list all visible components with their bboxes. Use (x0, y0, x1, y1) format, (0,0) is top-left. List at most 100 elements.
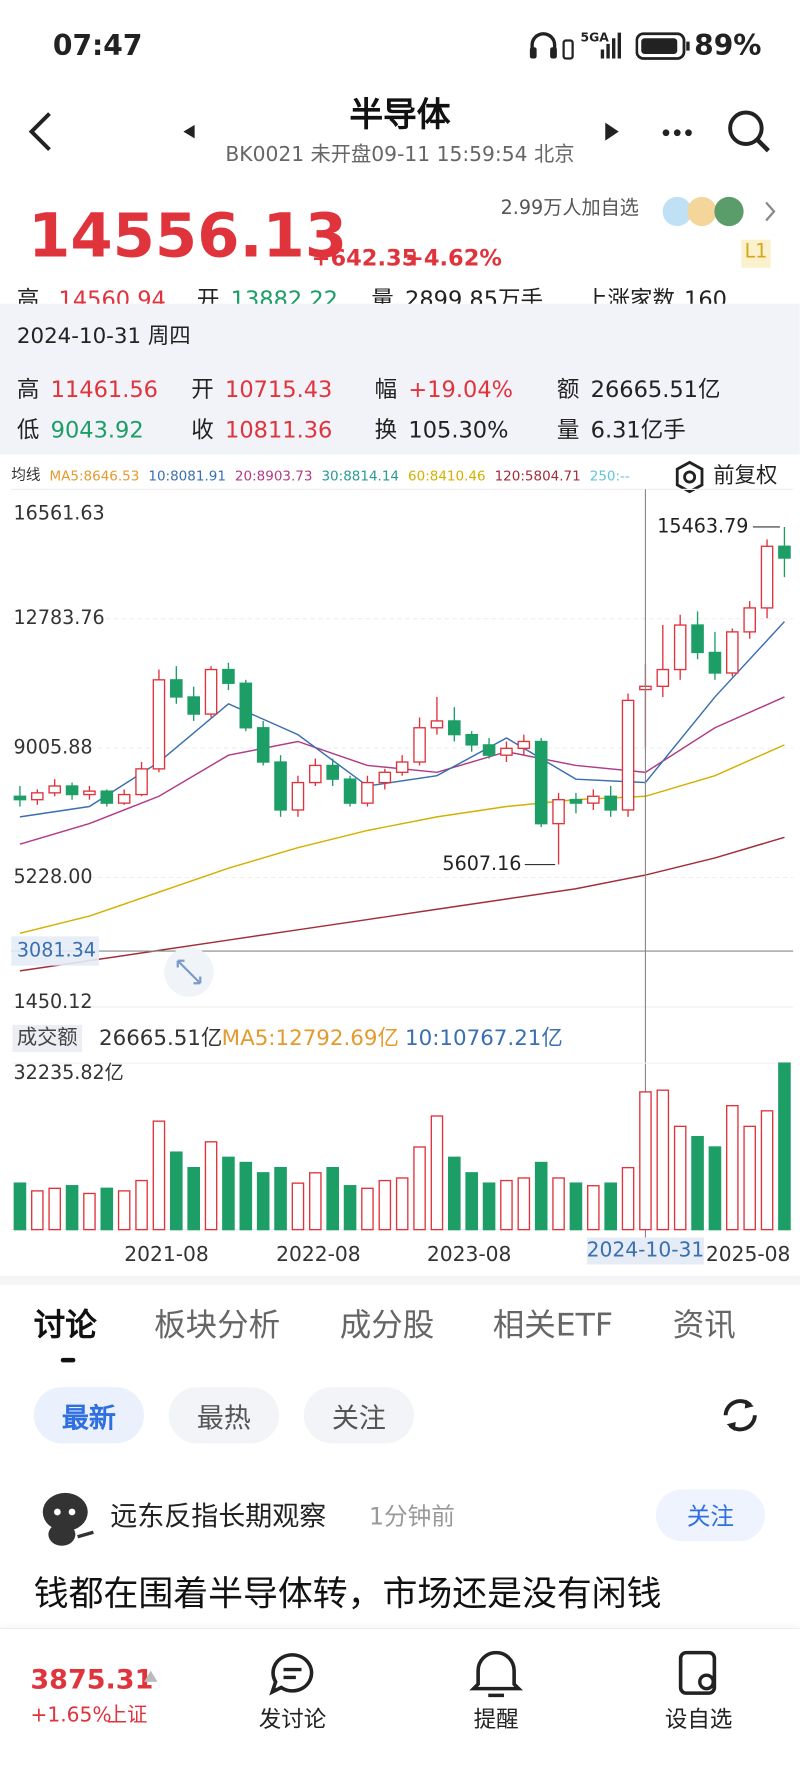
volume-bar (465, 1172, 478, 1231)
volume-bar (100, 1187, 114, 1231)
candle-body (13, 795, 27, 801)
candle-body (343, 778, 357, 804)
tooltip-label: 幅 (374, 375, 398, 403)
volume-bar (135, 1179, 148, 1231)
candle-body (100, 790, 114, 804)
volume-bar (656, 1089, 670, 1231)
tooltip-value: 10811.36 (225, 416, 333, 444)
candle-body (621, 699, 635, 811)
clock: 07:47 (52, 29, 143, 62)
post-text[interactable]: 钱都在围着半导体转，市场还是没有闲钱 (33, 1573, 662, 1615)
ma-line (19, 621, 786, 818)
volume-bar (395, 1177, 409, 1231)
y-tick-label: 5228.00 (14, 865, 93, 888)
volume-bar (708, 1146, 722, 1231)
volume-bar (517, 1177, 531, 1231)
volume-bar (587, 1185, 600, 1231)
tab[interactable]: 资讯 (672, 1306, 736, 1344)
tab[interactable]: 板块分析 (154, 1306, 281, 1344)
network: 5GA (580, 30, 609, 45)
battery: 89% (694, 29, 762, 62)
adjust-icon[interactable] (673, 460, 707, 494)
filter[interactable]: 关注 (303, 1387, 414, 1444)
action[interactable]: 设自选 (664, 1705, 733, 1733)
tab[interactable]: 相关ETF (492, 1306, 614, 1344)
ma-legend-item: 250:-- (589, 468, 630, 484)
tooltip-value: 9043.92 (50, 416, 144, 444)
candle-body (691, 624, 704, 654)
prev[interactable] (183, 124, 195, 139)
refresh[interactable] (717, 1392, 764, 1439)
ma-line (19, 836, 785, 972)
tooltip-label: 量 (556, 416, 580, 444)
volume-bar (691, 1135, 704, 1231)
volume-bar (117, 1190, 131, 1231)
volume-bar (482, 1182, 496, 1231)
search[interactable] (728, 110, 764, 146)
adjust[interactable]: 前复权 (713, 463, 778, 489)
volume-bar (13, 1182, 27, 1231)
volume-ma5: MA5:12792.69亿 (221, 1026, 399, 1051)
volume-bar (552, 1177, 565, 1231)
candle-body (48, 785, 61, 794)
index-value[interactable]: 3875.31 (30, 1663, 154, 1696)
y-tick-label: 9005.88 (14, 736, 93, 759)
candle-body (170, 679, 183, 698)
subtitle: BK0021 未开盘09-11 15:59:54 北京 (225, 142, 575, 167)
ma-legend-item: 10:8081.91 (148, 468, 226, 484)
filter[interactable]: 最新 (33, 1387, 144, 1444)
crosshair-value: 3081.34 (17, 939, 96, 962)
candle-body (361, 781, 374, 804)
volume-bar (621, 1166, 635, 1231)
volume-bar (170, 1151, 183, 1231)
tooltip-value: +19.04% (408, 375, 514, 403)
volume-bar (343, 1185, 357, 1231)
filter[interactable]: 最热 (168, 1387, 279, 1444)
candle-body (430, 720, 444, 729)
candle-body (448, 720, 461, 736)
candle-body (482, 744, 496, 756)
tooltip-value: 6.31亿手 (590, 416, 686, 444)
volume-ma10: 10:10767.21亿 (405, 1026, 563, 1051)
candle-body (395, 761, 409, 773)
avatar[interactable] (37, 1487, 98, 1548)
battery-icon (635, 32, 690, 60)
ma-legend-label: 均线 (11, 466, 41, 484)
followers[interactable]: 2.99万人加自选 (500, 196, 639, 220)
post-time: 1分钟前 (369, 1503, 455, 1530)
bottom-bar (0, 1627, 800, 1764)
level-badge: L1 (741, 239, 771, 268)
volume-bar (274, 1166, 287, 1231)
volume-bar (65, 1185, 79, 1231)
author[interactable]: 远东反指长期观察 (110, 1500, 327, 1533)
candle-body (534, 740, 548, 825)
candle-body (673, 624, 687, 671)
candle-body (256, 727, 270, 763)
candle-body (239, 682, 253, 729)
action[interactable]: 提醒 (473, 1705, 519, 1733)
crosshair-date: 2024-10-31 (587, 1238, 705, 1262)
action[interactable]: 发讨论 (258, 1705, 327, 1733)
follow-button[interactable]: 关注 (655, 1489, 765, 1542)
header-icons (28, 110, 770, 153)
candle-body (552, 799, 565, 825)
tooltip-value: 105.30% (408, 416, 509, 444)
candle-body (274, 761, 287, 811)
tab[interactable]: 成分股 (339, 1306, 435, 1344)
crosshair-label-bg (11, 936, 99, 966)
divider (0, 1275, 800, 1285)
ma-legend-item: 30:8814.14 (321, 468, 400, 484)
volume-bar (430, 1115, 444, 1231)
back[interactable] (28, 112, 51, 152)
x-tick-label: 2022-08 (276, 1242, 361, 1266)
up-arrow (144, 1670, 158, 1682)
expand-icon (176, 959, 202, 985)
candle-body (65, 785, 79, 796)
tab[interactable]: 讨论 (33, 1306, 97, 1344)
next[interactable] (605, 122, 619, 141)
tooltip-value: 26665.51亿 (590, 375, 721, 403)
crosshair-date-bg (586, 1237, 704, 1265)
ma-legend-item: 60:8410.46 (408, 468, 486, 484)
candle-body (291, 781, 305, 811)
